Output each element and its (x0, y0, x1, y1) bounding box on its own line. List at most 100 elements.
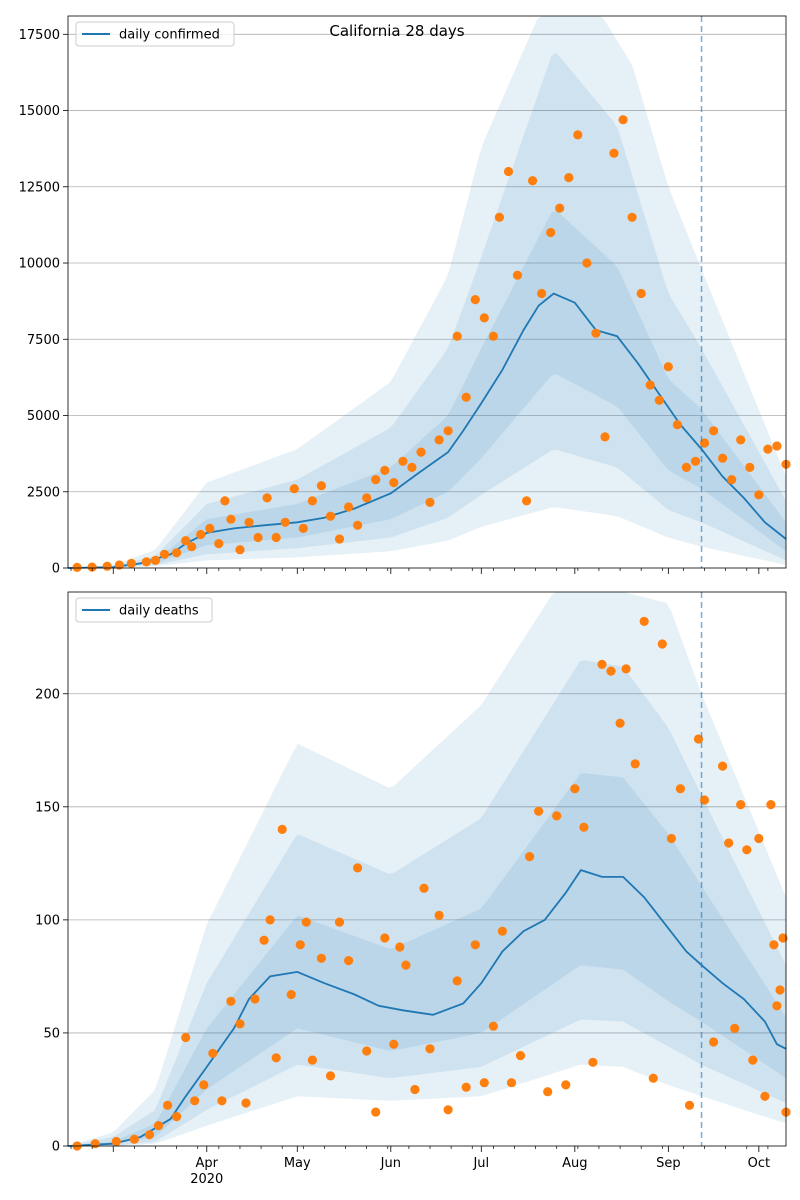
deaths-ytick-label: 100 (35, 913, 60, 928)
deaths-band (68, 773, 786, 1146)
confirmed-ytick-label: 7500 (27, 333, 60, 348)
deaths-point (766, 800, 776, 810)
deaths-point (718, 761, 728, 771)
deaths-point (506, 1078, 517, 1088)
deaths-point (295, 940, 305, 950)
confirmed-ytick-label: 2500 (27, 485, 60, 500)
deaths-legend: daily deaths (75, 597, 213, 623)
confirmed-point (334, 534, 345, 544)
confirmed-point (325, 511, 336, 521)
confirmed-point (512, 270, 523, 280)
deaths-point (190, 1096, 200, 1106)
deaths-point (579, 822, 589, 832)
deaths-uncertainty-bands (68, 592, 786, 1146)
deaths-point (362, 1046, 372, 1056)
deaths-point (334, 917, 345, 927)
confirmed-point (126, 558, 136, 569)
deaths-point (443, 1105, 453, 1115)
confirmed-point (537, 288, 547, 299)
confirmed-point (690, 456, 701, 466)
deaths-point (588, 1057, 598, 1067)
confirmed-point (479, 313, 489, 323)
deaths-point (775, 985, 785, 995)
deaths-xtick-label: Oct (748, 1156, 770, 1171)
confirmed-point (425, 497, 435, 507)
confirmed-panel: 0 2500 5000 7500 10000 12500 15000 17500 Califo… (19, 15, 791, 577)
confirmed-legend-box (75, 21, 235, 47)
deaths-legend-label: daily deaths (119, 604, 199, 619)
confirmed-point (220, 496, 230, 506)
deaths-ytick-label: 0 (52, 1140, 60, 1155)
deaths-point (724, 838, 734, 848)
deaths-point (265, 915, 275, 925)
confirmed-ytick-label: 0 (52, 562, 60, 577)
confirmed-point (763, 444, 773, 454)
deaths-point (226, 996, 236, 1006)
confirmed-point (564, 173, 574, 183)
confirmed-point (663, 362, 673, 372)
confirmed-observations (72, 115, 791, 573)
confirmed-point (196, 529, 206, 540)
deaths-xtick-label: May (284, 1156, 311, 1171)
deaths-xtick-label: Jun (380, 1156, 401, 1171)
deaths-point (488, 1021, 498, 1031)
confirmed-point (87, 562, 97, 572)
confirmed-point (636, 288, 646, 299)
deaths-ytick-label: 200 (35, 687, 60, 702)
deaths-point (181, 1032, 191, 1043)
confirmed-point (709, 426, 719, 436)
confirmed-point (380, 465, 390, 475)
confirmed-point (205, 523, 215, 534)
deaths-point (425, 1044, 435, 1054)
confirmed-point (307, 496, 317, 506)
deaths-point (675, 784, 686, 794)
chart-title: California 28 days (329, 22, 464, 40)
confirmed-ytick-label: 12500 (19, 180, 60, 195)
deaths-point (316, 953, 326, 963)
deaths-gridlines (68, 693, 786, 1034)
confirmed-point (618, 115, 628, 125)
confirmed-point (271, 532, 281, 543)
deaths-point (344, 956, 354, 966)
deaths-point (606, 666, 616, 676)
confirmed-band (68, 16, 786, 568)
deaths-point (639, 616, 649, 627)
confirmed-point (736, 435, 746, 445)
confirmed-point (443, 426, 453, 436)
confirmed-point (754, 490, 764, 500)
confirmed-point (72, 562, 82, 573)
confirmed-point (600, 432, 610, 442)
deaths-point (748, 1055, 758, 1065)
deaths-point (543, 1087, 553, 1097)
deaths-point (754, 833, 764, 844)
deaths-point (241, 1098, 251, 1108)
confirmed-point (727, 475, 737, 485)
deaths-point (561, 1080, 571, 1090)
deaths-y-ticks: 0 50 100 150 200 (35, 687, 68, 1155)
deaths-point (410, 1084, 420, 1095)
confirmed-point (654, 395, 664, 405)
confirmed-point (253, 532, 263, 543)
confirmed-point (672, 420, 683, 430)
deaths-point (307, 1055, 317, 1065)
deaths-point (452, 976, 462, 986)
confirmed-band (68, 210, 786, 568)
deaths-point (760, 1091, 770, 1101)
deaths-point (630, 759, 640, 769)
confirmed-point (609, 148, 619, 158)
deaths-xtick-label: Apr (196, 1156, 219, 1171)
deaths-point (401, 960, 411, 970)
deaths-point (259, 935, 269, 945)
confirmed-point (528, 176, 538, 186)
deaths-point (163, 1100, 173, 1110)
deaths-xtick-label: Aug (562, 1156, 587, 1171)
confirmed-x-ticks (70, 568, 769, 574)
deaths-point (250, 994, 260, 1004)
confirmed-point (470, 295, 480, 305)
confirmed-point (262, 493, 272, 503)
deaths-point (208, 1048, 218, 1058)
deaths-point (235, 1019, 245, 1029)
deaths-point (129, 1134, 139, 1144)
deaths-point (419, 883, 429, 893)
